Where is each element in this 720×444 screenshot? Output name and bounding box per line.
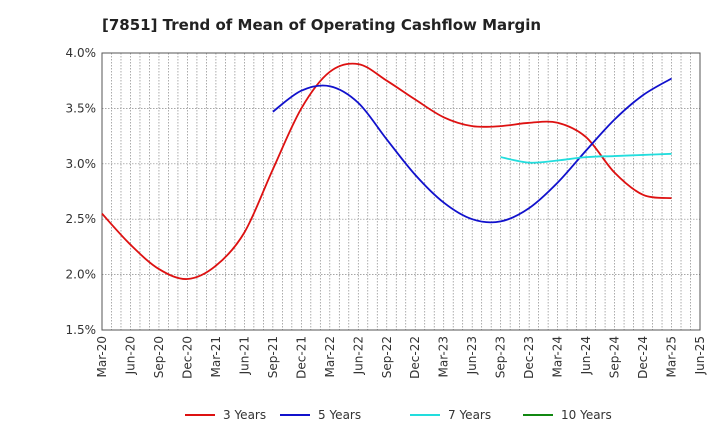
y-tick-label: 4.0%: [66, 46, 97, 60]
x-tick-label: Jun-20: [123, 336, 137, 375]
x-tick-label: Sep-22: [380, 336, 394, 378]
x-tick-label: Dec-23: [522, 336, 536, 379]
x-tick-label: Jun-22: [351, 336, 365, 375]
x-tick-label: Jun-23: [465, 336, 479, 375]
x-tick-label: Jun-24: [579, 336, 593, 375]
x-tick-label: Sep-24: [608, 336, 622, 378]
x-tick-label: Mar-22: [323, 336, 337, 377]
chart-title: [7851] Trend of Mean of Operating Cashfl…: [102, 16, 542, 34]
y-tick-label: 2.0%: [66, 268, 97, 282]
y-tick-label: 3.0%: [66, 157, 97, 171]
x-tick-label: Dec-20: [180, 336, 194, 379]
x-tick-label: Sep-20: [152, 336, 166, 378]
legend-label-3-years: 3 Years: [223, 408, 266, 422]
y-tick-label: 3.5%: [66, 101, 97, 115]
legend-label-10-years: 10 Years: [561, 408, 612, 422]
x-tick-label: Jun-21: [237, 336, 251, 375]
series-line-7-years: [500, 152, 672, 164]
legend-label-5-years: 5 Years: [318, 408, 361, 422]
y-tick-label: 2.5%: [66, 212, 97, 226]
y-tick-label: 1.5%: [66, 323, 97, 337]
x-tick-label: Jun-25: [693, 336, 707, 375]
plot-border: [101, 52, 701, 331]
x-tick-label: Dec-21: [294, 336, 308, 379]
x-tick-label: Mar-24: [551, 336, 565, 377]
x-tick-label: Sep-23: [494, 336, 508, 378]
series-line-3-years: [101, 62, 672, 280]
series-line-5-years: [272, 77, 672, 224]
x-tick-label: Mar-21: [209, 336, 223, 377]
legend-label-7-years: 7 Years: [448, 408, 491, 422]
x-tick-label: Sep-21: [266, 336, 280, 378]
x-tick-label: Mar-20: [95, 336, 109, 377]
plot-area: [102, 53, 700, 330]
x-tick-label: Mar-25: [665, 336, 679, 377]
x-tick-label: Mar-23: [437, 336, 451, 377]
x-tick-label: Dec-24: [636, 336, 650, 379]
x-tick-label: Dec-22: [408, 336, 422, 379]
